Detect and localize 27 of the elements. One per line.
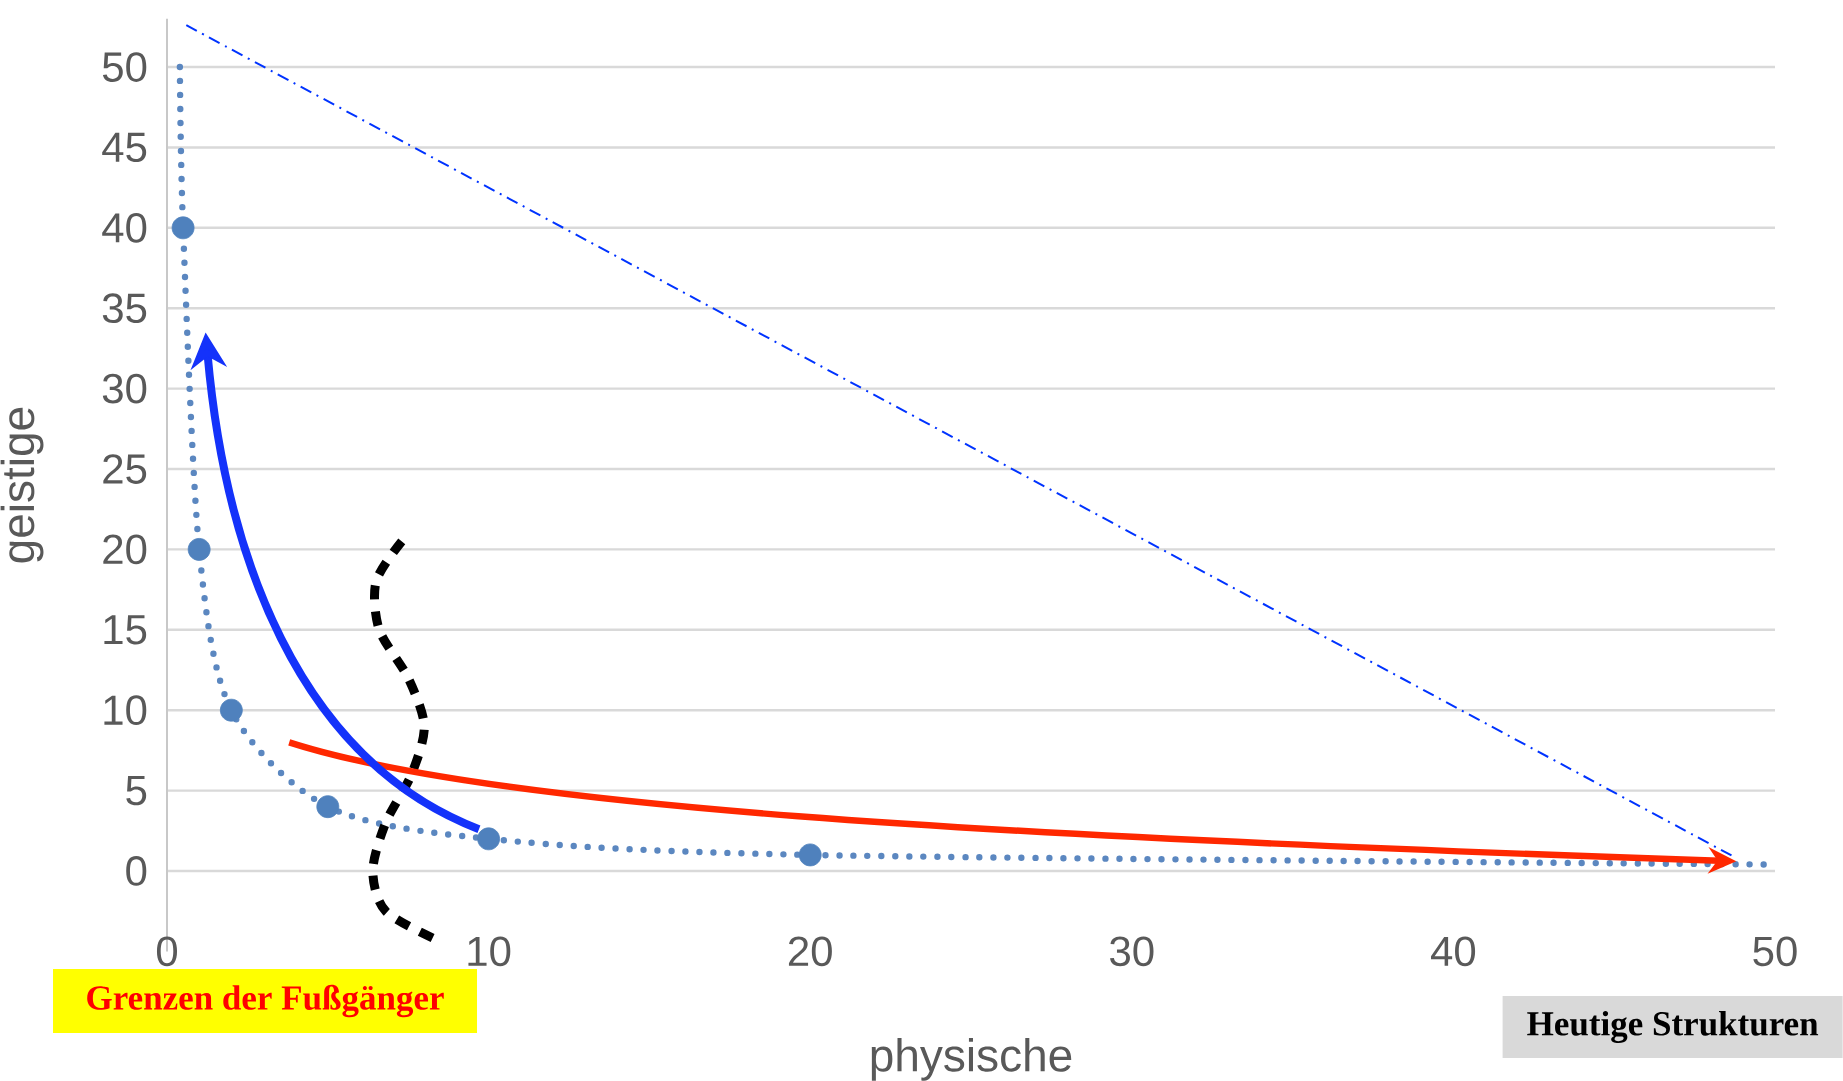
x-tick-label: 0 <box>156 936 178 967</box>
point <box>798 843 822 867</box>
y-tick-label: 10 <box>104 695 147 726</box>
x-tick-label: 30 <box>1110 936 1154 967</box>
x-tick-label: 20 <box>788 936 832 967</box>
y-tick-label: 20 <box>103 534 147 565</box>
point <box>316 795 340 819</box>
y-tick-label: 40 <box>102 212 147 243</box>
y-tick-label: 35 <box>102 293 147 324</box>
x-tick-label: 40 <box>1431 936 1476 967</box>
y-tick-label: 5 <box>126 775 147 806</box>
y-tick-label: 45 <box>102 132 147 163</box>
point <box>187 538 211 561</box>
text: Grenzen der Fußgänger <box>87 984 444 1018</box>
y-tick-label: 0 <box>126 856 147 886</box>
y-tick-label: 25 <box>103 454 147 484</box>
x-tick-label: 50 <box>1753 936 1797 967</box>
x-tick-label: 10 <box>468 936 511 967</box>
y-tick-label: 30 <box>102 373 147 404</box>
text: Heutige Strukturen <box>1527 1010 1819 1043</box>
y-axis-title: geistige <box>0 407 44 563</box>
x-axis-title: physische <box>871 1037 1072 1081</box>
point <box>477 827 500 851</box>
point <box>219 698 243 722</box>
y-tick-label: 15 <box>104 615 147 645</box>
point <box>171 216 195 240</box>
y-tick-label: 50 <box>102 52 147 82</box>
